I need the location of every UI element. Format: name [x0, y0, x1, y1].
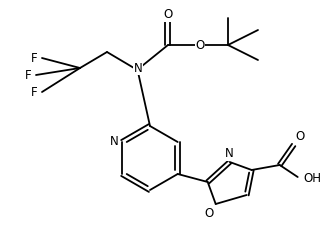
Text: O: O: [296, 130, 305, 143]
Text: F: F: [25, 68, 32, 82]
Text: OH: OH: [304, 173, 322, 186]
Text: N: N: [225, 147, 234, 160]
Text: O: O: [163, 8, 172, 21]
Text: N: N: [110, 136, 118, 149]
Text: F: F: [31, 52, 38, 65]
Text: F: F: [31, 85, 38, 98]
Text: O: O: [195, 38, 205, 52]
Text: O: O: [204, 207, 214, 220]
Text: N: N: [134, 61, 142, 75]
